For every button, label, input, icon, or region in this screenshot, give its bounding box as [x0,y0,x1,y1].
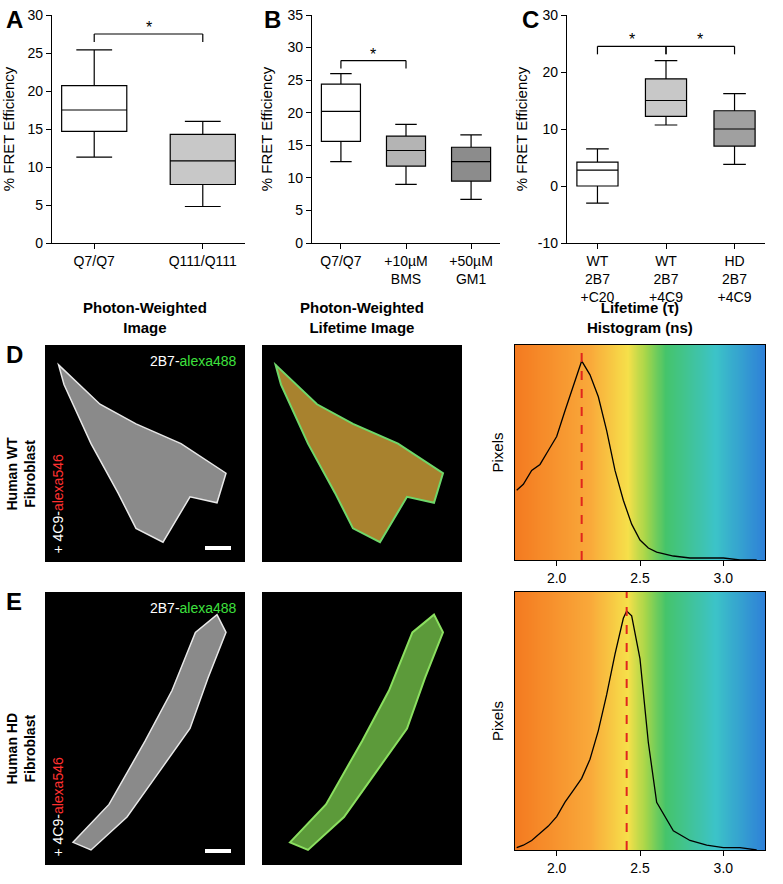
svg-text:WT2B7+C20: WT2B7+C20 [581,253,615,305]
svg-text:Lifetime (τ)Histogram (ns): Lifetime (τ)Histogram (ns) [587,299,693,336]
svg-text:WT2B7+4C9: WT2B7+4C9 [649,253,683,305]
svg-text:HD2B7+4C9: HD2B7+4C9 [718,253,752,305]
svg-text:30: 30 [27,7,43,23]
svg-text:*: * [697,31,703,48]
svg-text:+ 4C9-alexa546: + 4C9-alexa546 [50,757,66,856]
svg-text:Human WTFibroblast: Human WTFibroblast [4,437,38,511]
svg-text:5: 5 [295,202,303,218]
svg-text:25: 25 [27,45,43,61]
svg-text:20: 20 [542,64,558,80]
svg-text:% FRET Efficiency: % FRET Efficiency [258,66,275,191]
svg-text:-10: -10 [538,235,558,251]
svg-text:0: 0 [35,235,43,251]
svg-text:35: 35 [287,7,303,23]
svg-text:Human HDFibroblast: Human HDFibroblast [4,713,38,785]
svg-text:3.0: 3.0 [714,570,734,586]
svg-text:B: B [264,6,281,33]
svg-text:*: * [370,46,376,63]
svg-text:% FRET Efficiency: % FRET Efficiency [0,66,17,191]
svg-text:0: 0 [295,235,303,251]
svg-text:E: E [6,588,22,615]
svg-text:2.0: 2.0 [547,570,567,586]
svg-text:2.5: 2.5 [630,570,650,586]
svg-text:Q111/Q111: Q111/Q111 [169,253,237,269]
svg-text:+ 4C9-alexa546: + 4C9-alexa546 [50,454,66,553]
svg-text:Q7/Q7: Q7/Q7 [74,253,115,269]
svg-text:10: 10 [287,170,303,186]
svg-text:Pixels: Pixels [489,701,506,741]
svg-text:15: 15 [27,121,43,137]
svg-text:5: 5 [35,197,43,213]
svg-text:10: 10 [27,159,43,175]
svg-text:2B7-alexa488: 2B7-alexa488 [150,353,237,369]
svg-text:D: D [6,341,23,368]
svg-text:20: 20 [27,83,43,99]
svg-text:3.0: 3.0 [714,860,734,876]
svg-text:C: C [522,6,539,33]
svg-text:25: 25 [287,72,303,88]
svg-text:2.0: 2.0 [547,860,567,876]
svg-text:+10µMBMS: +10µMBMS [384,253,427,287]
svg-text:30: 30 [287,39,303,55]
svg-text:Q7/Q7: Q7/Q7 [320,253,361,269]
svg-text:10: 10 [542,121,558,137]
svg-text:+50µMGM1: +50µMGM1 [449,253,492,287]
svg-text:Photon-WeightedImage: Photon-WeightedImage [83,299,207,336]
svg-text:30: 30 [542,7,558,23]
svg-text:Photon-WeightedLifetime Image: Photon-WeightedLifetime Image [300,299,424,336]
svg-text:Pixels: Pixels [489,432,506,472]
svg-text:2B7-alexa488: 2B7-alexa488 [150,600,237,616]
svg-text:% FRET Efficiency: % FRET Efficiency [513,66,530,191]
svg-text:A: A [6,6,23,33]
svg-text:2.5: 2.5 [630,860,650,876]
svg-text:0: 0 [550,178,558,194]
svg-text:20: 20 [287,105,303,121]
svg-text:15: 15 [287,137,303,153]
svg-text:*: * [146,19,152,36]
svg-text:*: * [629,31,635,48]
